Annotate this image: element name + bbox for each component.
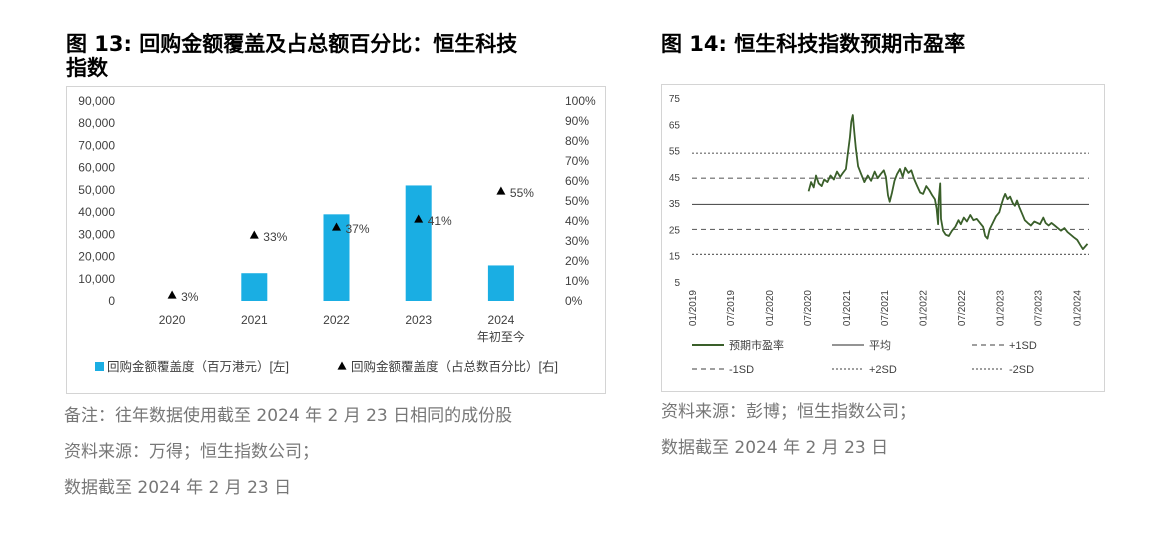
fig14-note-source: 资料来源：彭博；恒生指数公司；	[661, 402, 916, 422]
fig14-chart: 5 15 25 35 45 55 65 75 01/2019 07/2019 01/2020 07/2…	[669, 94, 1089, 376]
y-right-tick-label: 80%	[565, 134, 589, 148]
x-tick-label: 2022	[323, 313, 350, 327]
fig14-title: 图 14: 恒生科技指数预期市盈率	[661, 32, 966, 56]
fig13-note-remark: 备注：往年数据使用截至 2024 年 2 月 23 日相同的成份股	[64, 406, 513, 426]
legend-swatch-bar	[95, 362, 104, 371]
pe-line	[807, 114, 1089, 250]
data-label: 55%	[510, 186, 534, 200]
bar	[487, 265, 514, 301]
fig13-title: 图 13: 回购金额覆盖及占总额百分比：恒生科技 指数	[66, 32, 517, 80]
legend-label: 平均	[869, 339, 891, 352]
y-tick-label: 45	[669, 173, 681, 184]
y-right-tick-label: 40%	[565, 214, 589, 228]
fig14-note-date: 数据截至 2024 年 2 月 23 日	[661, 438, 889, 458]
bar	[405, 185, 432, 301]
y-tick-label: 35	[669, 199, 681, 210]
data-label: 41%	[428, 214, 452, 228]
y-left-tick-label: 0	[108, 294, 115, 308]
x-tick-label: 01/2023	[996, 290, 1007, 327]
y-tick-label: 25	[669, 225, 681, 236]
y-left-tick-label: 50,000	[78, 183, 115, 197]
y-right-tick-label: 0%	[565, 294, 583, 308]
fig13-chart: 0 10,000 20,000 30,000 40,000 50,000 60,000 70,…	[78, 94, 596, 374]
y-tick-label: 55	[669, 147, 681, 158]
triangle-marker	[332, 222, 341, 231]
x-tick-label: 07/2022	[957, 290, 968, 327]
legend-label: +1SD	[1009, 340, 1037, 352]
y-left-tick-label: 70,000	[78, 138, 115, 152]
fig13-title-line1: 图 13: 回购金额覆盖及占总额百分比：恒生科技	[66, 32, 518, 56]
fig13-title-line2: 指数	[66, 56, 108, 80]
y-right-tick-label: 90%	[565, 114, 589, 128]
x-tick-sublabel: 年初至今	[477, 329, 525, 344]
legend-label-bar: 回购金额覆盖度（百万港元）[左]	[107, 359, 289, 374]
x-tick-label: 01/2022	[919, 290, 930, 327]
bar	[241, 273, 268, 301]
y-left-tick-label: 30,000	[78, 227, 115, 241]
x-tick-label: 01/2019	[688, 290, 699, 327]
y-left-tick-label: 20,000	[78, 250, 115, 264]
triangle-marker	[167, 290, 177, 299]
fig13-chart-panel: 0 10,000 20,000 30,000 40,000 50,000 60,000 70,…	[66, 86, 606, 394]
x-tick-label: 07/2020	[803, 290, 814, 327]
y-tick-label: 65	[669, 120, 681, 131]
legend-label: -1SD	[729, 364, 754, 376]
data-label: 3%	[181, 290, 199, 304]
y-left-tick-label: 80,000	[78, 116, 115, 130]
y-tick-label: 75	[669, 94, 681, 105]
y-right-tick-label: 70%	[565, 154, 589, 168]
triangle-marker	[414, 214, 424, 223]
y-tick-label: 5	[674, 278, 680, 289]
y-right-tick-label: 100%	[565, 94, 596, 108]
legend-label: -2SD	[1009, 364, 1034, 376]
triangle-marker	[249, 230, 259, 239]
y-left-tick-label: 10,000	[78, 272, 115, 286]
x-tick-label: 07/2019	[726, 290, 737, 327]
legend-label: +2SD	[869, 364, 897, 376]
x-tick-label: 01/2021	[842, 290, 853, 327]
y-right-tick-label: 50%	[565, 194, 589, 208]
y-right-tick-label: 10%	[565, 274, 589, 288]
x-tick-label: 07/2023	[1034, 290, 1045, 327]
data-label: 37%	[346, 222, 370, 236]
fig13-note-date: 数据截至 2024 年 2 月 23 日	[64, 478, 292, 498]
y-right-tick-label: 60%	[565, 174, 589, 188]
x-tick-label: 2020	[159, 313, 186, 327]
legend-label-triangle: 回购金额覆盖度（占总数百分比）[右]	[351, 359, 558, 374]
y-right-tick-label: 30%	[565, 234, 589, 248]
y-left-tick-label: 60,000	[78, 161, 115, 175]
y-left-tick-label: 40,000	[78, 205, 115, 219]
x-tick-label: 2023	[405, 313, 432, 327]
y-tick-label: 15	[669, 252, 681, 263]
y-left-tick-label: 90,000	[78, 94, 115, 108]
y-right-tick-label: 20%	[565, 254, 589, 268]
x-tick-label: 2024	[488, 313, 515, 327]
x-tick-label: 01/2024	[1072, 290, 1083, 327]
x-tick-label: 01/2020	[765, 290, 776, 327]
x-tick-label: 07/2021	[880, 290, 891, 327]
triangle-marker	[496, 186, 506, 195]
legend-label: 预期市盈率	[729, 338, 784, 352]
data-label: 33%	[263, 230, 287, 244]
legend-swatch-triangle	[337, 361, 347, 370]
x-tick-label: 2021	[241, 313, 268, 327]
fig13-note-source: 资料来源：万得；恒生指数公司；	[64, 442, 319, 462]
fig14-chart-panel: 5 15 25 35 45 55 65 75 01/2019 07/2019 01/2020 07/2…	[661, 84, 1105, 392]
